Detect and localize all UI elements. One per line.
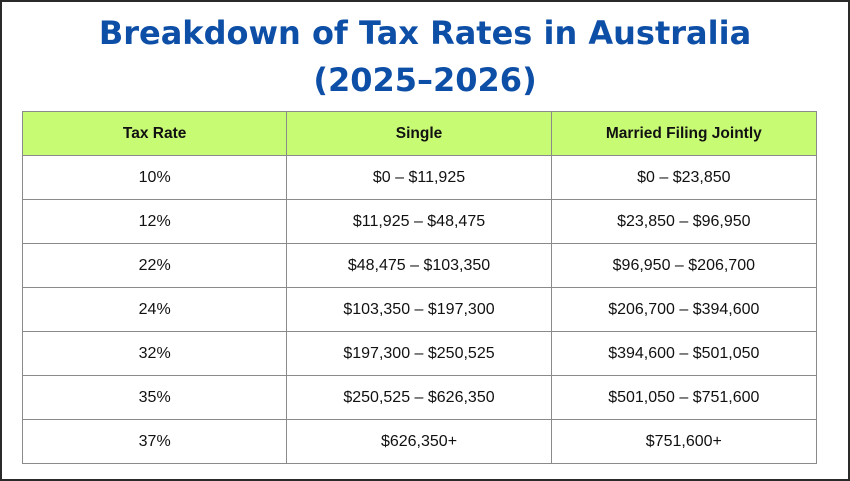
cell-married: $23,850 – $96,950 [550, 199, 818, 244]
cell-single: $11,925 – $48,475 [286, 199, 552, 244]
table-row: 35% $250,525 – $626,350 $501,050 – $751,… [21, 375, 818, 420]
page-title: Breakdown of Tax Rates in Australia (202… [2, 10, 848, 104]
cell-married: $751,600+ [550, 419, 818, 464]
cell-married: $394,600 – $501,050 [550, 331, 818, 376]
tax-rate-table: Tax Rate Single Married Filing Jointly 1… [21, 111, 818, 464]
cell-married: $501,050 – $751,600 [550, 375, 818, 420]
table-row: 32% $197,300 – $250,525 $394,600 – $501,… [21, 331, 818, 376]
cell-single: $197,300 – $250,525 [286, 331, 552, 376]
table-row: 10% $0 – $11,925 $0 – $23,850 [21, 155, 818, 200]
table-row: 24% $103,350 – $197,300 $206,700 – $394,… [21, 287, 818, 332]
cell-single: $103,350 – $197,300 [286, 287, 552, 332]
title-line-1: Breakdown of Tax Rates in Australia [98, 14, 752, 52]
title-line-2: (2025–2026) [313, 61, 537, 99]
table-row: 12% $11,925 – $48,475 $23,850 – $96,950 [21, 199, 818, 244]
table-header-row: Tax Rate Single Married Filing Jointly [21, 111, 818, 156]
cell-married: $206,700 – $394,600 [550, 287, 818, 332]
cell-single: $250,525 – $626,350 [286, 375, 552, 420]
cell-tax-rate: 10% [21, 155, 288, 200]
cell-married: $0 – $23,850 [550, 155, 818, 200]
cell-married: $96,950 – $206,700 [550, 243, 818, 288]
header-single: Single [286, 111, 552, 156]
cell-tax-rate: 32% [21, 331, 288, 376]
table-row: 22% $48,475 – $103,350 $96,950 – $206,70… [21, 243, 818, 288]
cell-single: $0 – $11,925 [286, 155, 552, 200]
cell-tax-rate: 35% [21, 375, 288, 420]
cell-tax-rate: 22% [21, 243, 288, 288]
table-row: 37% $626,350+ $751,600+ [21, 419, 818, 464]
cell-tax-rate: 12% [21, 199, 288, 244]
header-tax-rate: Tax Rate [21, 111, 288, 156]
cell-single: $626,350+ [286, 419, 552, 464]
cell-tax-rate: 37% [21, 419, 288, 464]
cell-single: $48,475 – $103,350 [286, 243, 552, 288]
cell-tax-rate: 24% [21, 287, 288, 332]
header-married-filing-jointly: Married Filing Jointly [550, 111, 818, 156]
